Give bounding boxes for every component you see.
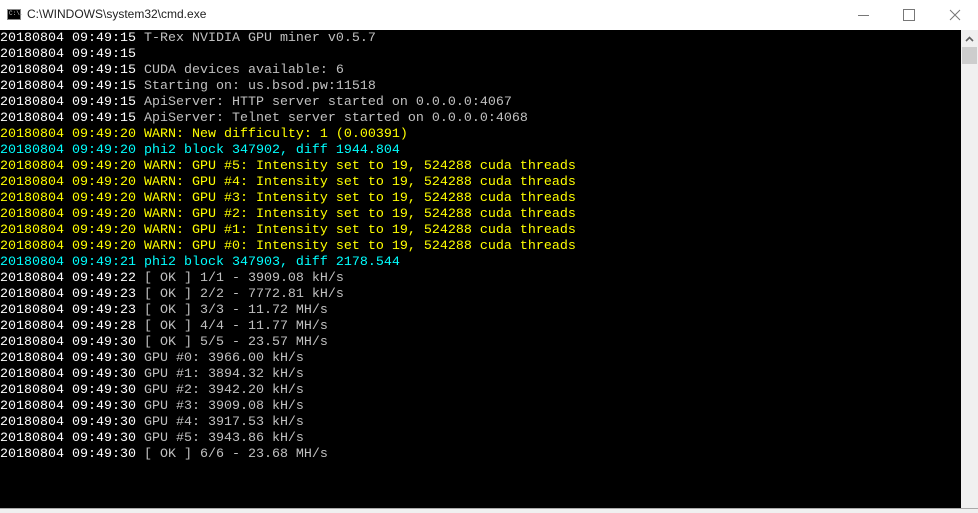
line-message: [ OK ] 3/3 - 11.72 MH/s bbox=[143, 303, 328, 318]
console-line: 20180804 09:49:15 Starting on: us.bsod.p… bbox=[0, 79, 961, 95]
line-message: phi2 block 347903, diff 2178.544 bbox=[143, 255, 400, 270]
minimize-icon bbox=[857, 14, 869, 16]
vertical-scrollbar[interactable] bbox=[961, 30, 978, 508]
console-line: 20180804 09:49:20 WARN: GPU #3: Intensit… bbox=[0, 191, 961, 207]
line-message: GPU #4: 3917.53 kH/s bbox=[143, 415, 304, 430]
line-message: Starting on: us.bsod.pw:11518 bbox=[143, 79, 376, 94]
line-message: [ OK ] 5/5 - 23.57 MH/s bbox=[143, 335, 328, 350]
title-bar[interactable]: C:\. C:\WINDOWS\system32\cmd.exe bbox=[0, 0, 978, 30]
line-message: GPU #5: 3943.86 kH/s bbox=[143, 431, 304, 446]
console-lines: 20180804 09:49:15 T-Rex NVIDIA GPU miner… bbox=[0, 30, 961, 463]
line-message: [ OK ] 2/2 - 7772.81 kH/s bbox=[143, 287, 344, 302]
console-line: 20180804 09:49:20 WARN: GPU #4: Intensit… bbox=[0, 175, 961, 191]
console-line: 20180804 09:49:30 [ OK ] 5/5 - 23.57 MH/… bbox=[0, 335, 961, 351]
console-line: 20180804 09:49:30 GPU #1: 3894.32 kH/s bbox=[0, 367, 961, 383]
line-message: WARN: GPU #5: Intensity set to 19, 52428… bbox=[143, 159, 576, 174]
console-line: 20180804 09:49:30 GPU #0: 3966.00 kH/s bbox=[0, 351, 961, 367]
line-timestamp: 20180804 09:49:21 bbox=[0, 255, 144, 270]
console-line: 20180804 09:49:28 [ OK ] 4/4 - 11.77 MH/… bbox=[0, 319, 961, 335]
line-message: T-Rex NVIDIA GPU miner v0.5.7 bbox=[143, 31, 376, 46]
line-timestamp: 20180804 09:49:20 bbox=[0, 223, 144, 238]
line-message: ApiServer: Telnet server started on 0.0.… bbox=[143, 111, 528, 126]
line-message: WARN: New difficulty: 1 (0.00391) bbox=[143, 127, 408, 142]
line-timestamp: 20180804 09:49:30 bbox=[0, 415, 144, 430]
line-timestamp: 20180804 09:49:20 bbox=[0, 207, 144, 222]
line-timestamp: 20180804 09:49:20 bbox=[0, 175, 144, 190]
line-timestamp: 20180804 09:49:20 bbox=[0, 191, 144, 206]
maximize-button[interactable] bbox=[886, 0, 932, 30]
line-message: [ OK ] 1/1 - 3909.08 kH/s bbox=[143, 271, 344, 286]
chevron-up-icon bbox=[965, 35, 974, 42]
line-timestamp: 20180804 09:49:30 bbox=[0, 383, 144, 398]
line-message: ApiServer: HTTP server started on 0.0.0.… bbox=[143, 95, 512, 110]
line-timestamp: 20180804 09:49:30 bbox=[0, 335, 144, 350]
console-output[interactable]: 20180804 09:49:15 T-Rex NVIDIA GPU miner… bbox=[0, 30, 961, 508]
line-timestamp: 20180804 09:49:15 bbox=[0, 79, 144, 94]
console-line: 20180804 09:49:15 bbox=[0, 47, 961, 63]
line-timestamp: 20180804 09:49:23 bbox=[0, 303, 144, 318]
console-line: 20180804 09:49:23 [ OK ] 3/3 - 11.72 MH/… bbox=[0, 303, 961, 319]
console-line: 20180804 09:49:15 ApiServer: HTTP server… bbox=[0, 95, 961, 111]
line-timestamp: 20180804 09:49:15 bbox=[0, 111, 144, 126]
line-timestamp: 20180804 09:49:15 bbox=[0, 47, 144, 62]
line-message: GPU #2: 3942.20 kH/s bbox=[143, 383, 304, 398]
console-line: 20180804 09:49:23 [ OK ] 2/2 - 7772.81 k… bbox=[0, 287, 961, 303]
scroll-thumb[interactable] bbox=[962, 47, 977, 64]
scroll-up-button[interactable] bbox=[961, 30, 978, 47]
console-line: 20180804 09:49:15 CUDA devices available… bbox=[0, 63, 961, 79]
line-message: WARN: GPU #0: Intensity set to 19, 52428… bbox=[143, 239, 576, 254]
console-line: 20180804 09:49:30 GPU #4: 3917.53 kH/s bbox=[0, 415, 961, 431]
line-timestamp: 20180804 09:49:20 bbox=[0, 143, 144, 158]
console-line: 20180804 09:49:30 GPU #5: 3943.86 kH/s bbox=[0, 431, 961, 447]
line-timestamp: 20180804 09:49:30 bbox=[0, 447, 144, 462]
line-message: phi2 block 347902, diff 1944.804 bbox=[143, 143, 400, 158]
close-icon bbox=[949, 9, 961, 21]
console-line: 20180804 09:49:21 phi2 block 347903, dif… bbox=[0, 255, 961, 271]
console-line: 20180804 09:49:20 WARN: GPU #5: Intensit… bbox=[0, 159, 961, 175]
line-timestamp: 20180804 09:49:15 bbox=[0, 95, 144, 110]
line-timestamp: 20180804 09:49:20 bbox=[0, 127, 144, 142]
line-timestamp: 20180804 09:49:28 bbox=[0, 319, 144, 334]
line-timestamp: 20180804 09:49:20 bbox=[0, 159, 144, 174]
console-line: 20180804 09:49:30 [ OK ] 6/6 - 23.68 MH/… bbox=[0, 447, 961, 463]
console-line: 20180804 09:49:20 WARN: GPU #2: Intensit… bbox=[0, 207, 961, 223]
window-bottom-edge bbox=[0, 508, 978, 513]
line-message: WARN: GPU #3: Intensity set to 19, 52428… bbox=[143, 191, 576, 206]
close-button[interactable] bbox=[932, 0, 978, 30]
line-message: GPU #0: 3966.00 kH/s bbox=[143, 351, 304, 366]
line-timestamp: 20180804 09:49:30 bbox=[0, 351, 144, 366]
line-timestamp: 20180804 09:49:22 bbox=[0, 271, 144, 286]
line-message: [ OK ] 6/6 - 23.68 MH/s bbox=[143, 447, 328, 462]
cmd-icon-text: C:\. bbox=[9, 10, 24, 17]
console-line: 20180804 09:49:20 WARN: GPU #0: Intensit… bbox=[0, 239, 961, 255]
console-line: 20180804 09:49:20 phi2 block 347902, dif… bbox=[0, 143, 961, 159]
cmd-icon[interactable]: C:\. bbox=[7, 9, 24, 20]
console-line: 20180804 09:49:30 GPU #3: 3909.08 kH/s bbox=[0, 399, 961, 415]
line-timestamp: 20180804 09:49:23 bbox=[0, 287, 144, 302]
line-timestamp: 20180804 09:49:30 bbox=[0, 399, 144, 414]
minimize-button[interactable] bbox=[840, 0, 886, 30]
console-line: 20180804 09:49:22 [ OK ] 1/1 - 3909.08 k… bbox=[0, 271, 961, 287]
console-line: 20180804 09:49:15 ApiServer: Telnet serv… bbox=[0, 111, 961, 127]
line-timestamp: 20180804 09:49:15 bbox=[0, 31, 144, 46]
maximize-icon bbox=[903, 9, 915, 21]
line-message: GPU #1: 3894.32 kH/s bbox=[143, 367, 304, 382]
line-timestamp: 20180804 09:49:30 bbox=[0, 367, 144, 382]
console-line: 20180804 09:49:15 T-Rex NVIDIA GPU miner… bbox=[0, 31, 961, 47]
line-message: WARN: GPU #4: Intensity set to 19, 52428… bbox=[143, 175, 576, 190]
line-message: [ OK ] 4/4 - 11.77 MH/s bbox=[143, 319, 328, 334]
console-line: 20180804 09:49:20 WARN: New difficulty: … bbox=[0, 127, 961, 143]
line-message: WARN: GPU #2: Intensity set to 19, 52428… bbox=[143, 207, 576, 222]
console-line: 20180804 09:49:20 WARN: GPU #1: Intensit… bbox=[0, 223, 961, 239]
line-message: CUDA devices available: 6 bbox=[143, 63, 344, 78]
line-timestamp: 20180804 09:49:20 bbox=[0, 239, 144, 254]
console-line: 20180804 09:49:30 GPU #2: 3942.20 kH/s bbox=[0, 383, 961, 399]
window-title: C:\WINDOWS\system32\cmd.exe bbox=[27, 7, 207, 21]
line-message: GPU #3: 3909.08 kH/s bbox=[143, 399, 304, 414]
line-timestamp: 20180804 09:49:15 bbox=[0, 63, 144, 78]
line-timestamp: 20180804 09:49:30 bbox=[0, 431, 144, 446]
line-message: WARN: GPU #1: Intensity set to 19, 52428… bbox=[143, 223, 576, 238]
